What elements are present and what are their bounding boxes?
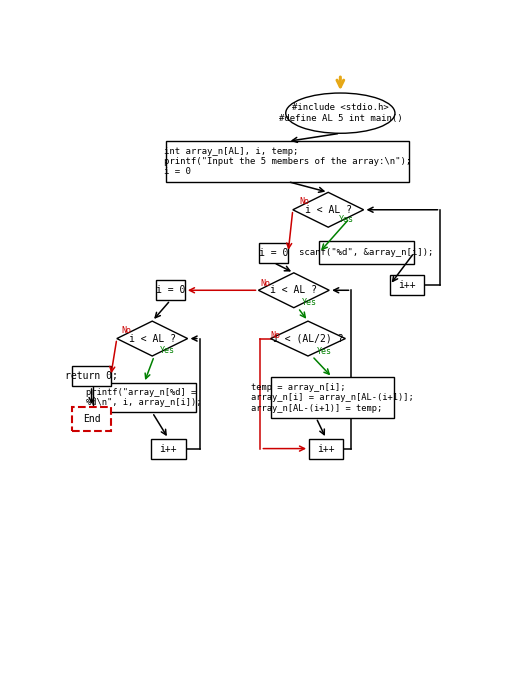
FancyBboxPatch shape: [156, 280, 185, 300]
Text: No: No: [270, 331, 281, 340]
Text: Yes: Yes: [160, 346, 175, 355]
Text: Yes: Yes: [317, 348, 331, 356]
Text: i++: i++: [317, 443, 335, 454]
Text: No: No: [121, 326, 131, 335]
Text: i < AL ?: i < AL ?: [129, 334, 176, 344]
FancyBboxPatch shape: [270, 378, 394, 418]
Text: temp = array_n[i];
array_n[i] = array_n[AL-(i+1)];
array_n[AL-(i+1)] = temp;: temp = array_n[i]; array_n[i] = array_n[…: [251, 383, 413, 413]
Text: #include <stdio.h>
#define AL 5 int main(): #include <stdio.h> #define AL 5 int main…: [279, 103, 402, 123]
FancyBboxPatch shape: [73, 407, 111, 431]
Text: scanf("%d", &array_n[i]);: scanf("%d", &array_n[i]);: [300, 248, 434, 257]
Text: i < AL ?: i < AL ?: [270, 285, 317, 296]
FancyBboxPatch shape: [167, 141, 409, 182]
Text: return 0;: return 0;: [65, 371, 118, 381]
Polygon shape: [293, 192, 364, 227]
FancyBboxPatch shape: [390, 275, 424, 295]
FancyBboxPatch shape: [151, 438, 186, 459]
FancyBboxPatch shape: [309, 438, 343, 459]
FancyBboxPatch shape: [73, 366, 111, 386]
Text: printf("array_n[%d] =
%d\n", i, array_n[i]);: printf("array_n[%d] = %d\n", i, array_n[…: [86, 388, 202, 407]
Polygon shape: [117, 321, 187, 356]
Text: i < (AL/2) ?: i < (AL/2) ?: [272, 334, 343, 344]
Text: End: End: [82, 414, 100, 424]
Text: Yes: Yes: [339, 215, 354, 224]
FancyBboxPatch shape: [319, 241, 414, 264]
Polygon shape: [258, 273, 329, 307]
Text: Yes: Yes: [302, 298, 317, 307]
Ellipse shape: [286, 93, 395, 133]
FancyBboxPatch shape: [92, 383, 196, 413]
Text: int array_n[AL], i, temp;
printf("Input the 5 members of the array:\n");
i = 0: int array_n[AL], i, temp; printf("Input …: [164, 146, 411, 176]
Polygon shape: [270, 321, 346, 356]
Text: No: No: [260, 279, 270, 289]
Text: i++: i++: [398, 280, 416, 290]
Text: i = 0: i = 0: [259, 247, 288, 258]
Text: i++: i++: [160, 443, 177, 454]
Text: i < AL ?: i < AL ?: [305, 205, 352, 215]
Text: No: No: [299, 197, 309, 206]
FancyBboxPatch shape: [259, 243, 288, 263]
Text: i = 0: i = 0: [156, 285, 185, 296]
